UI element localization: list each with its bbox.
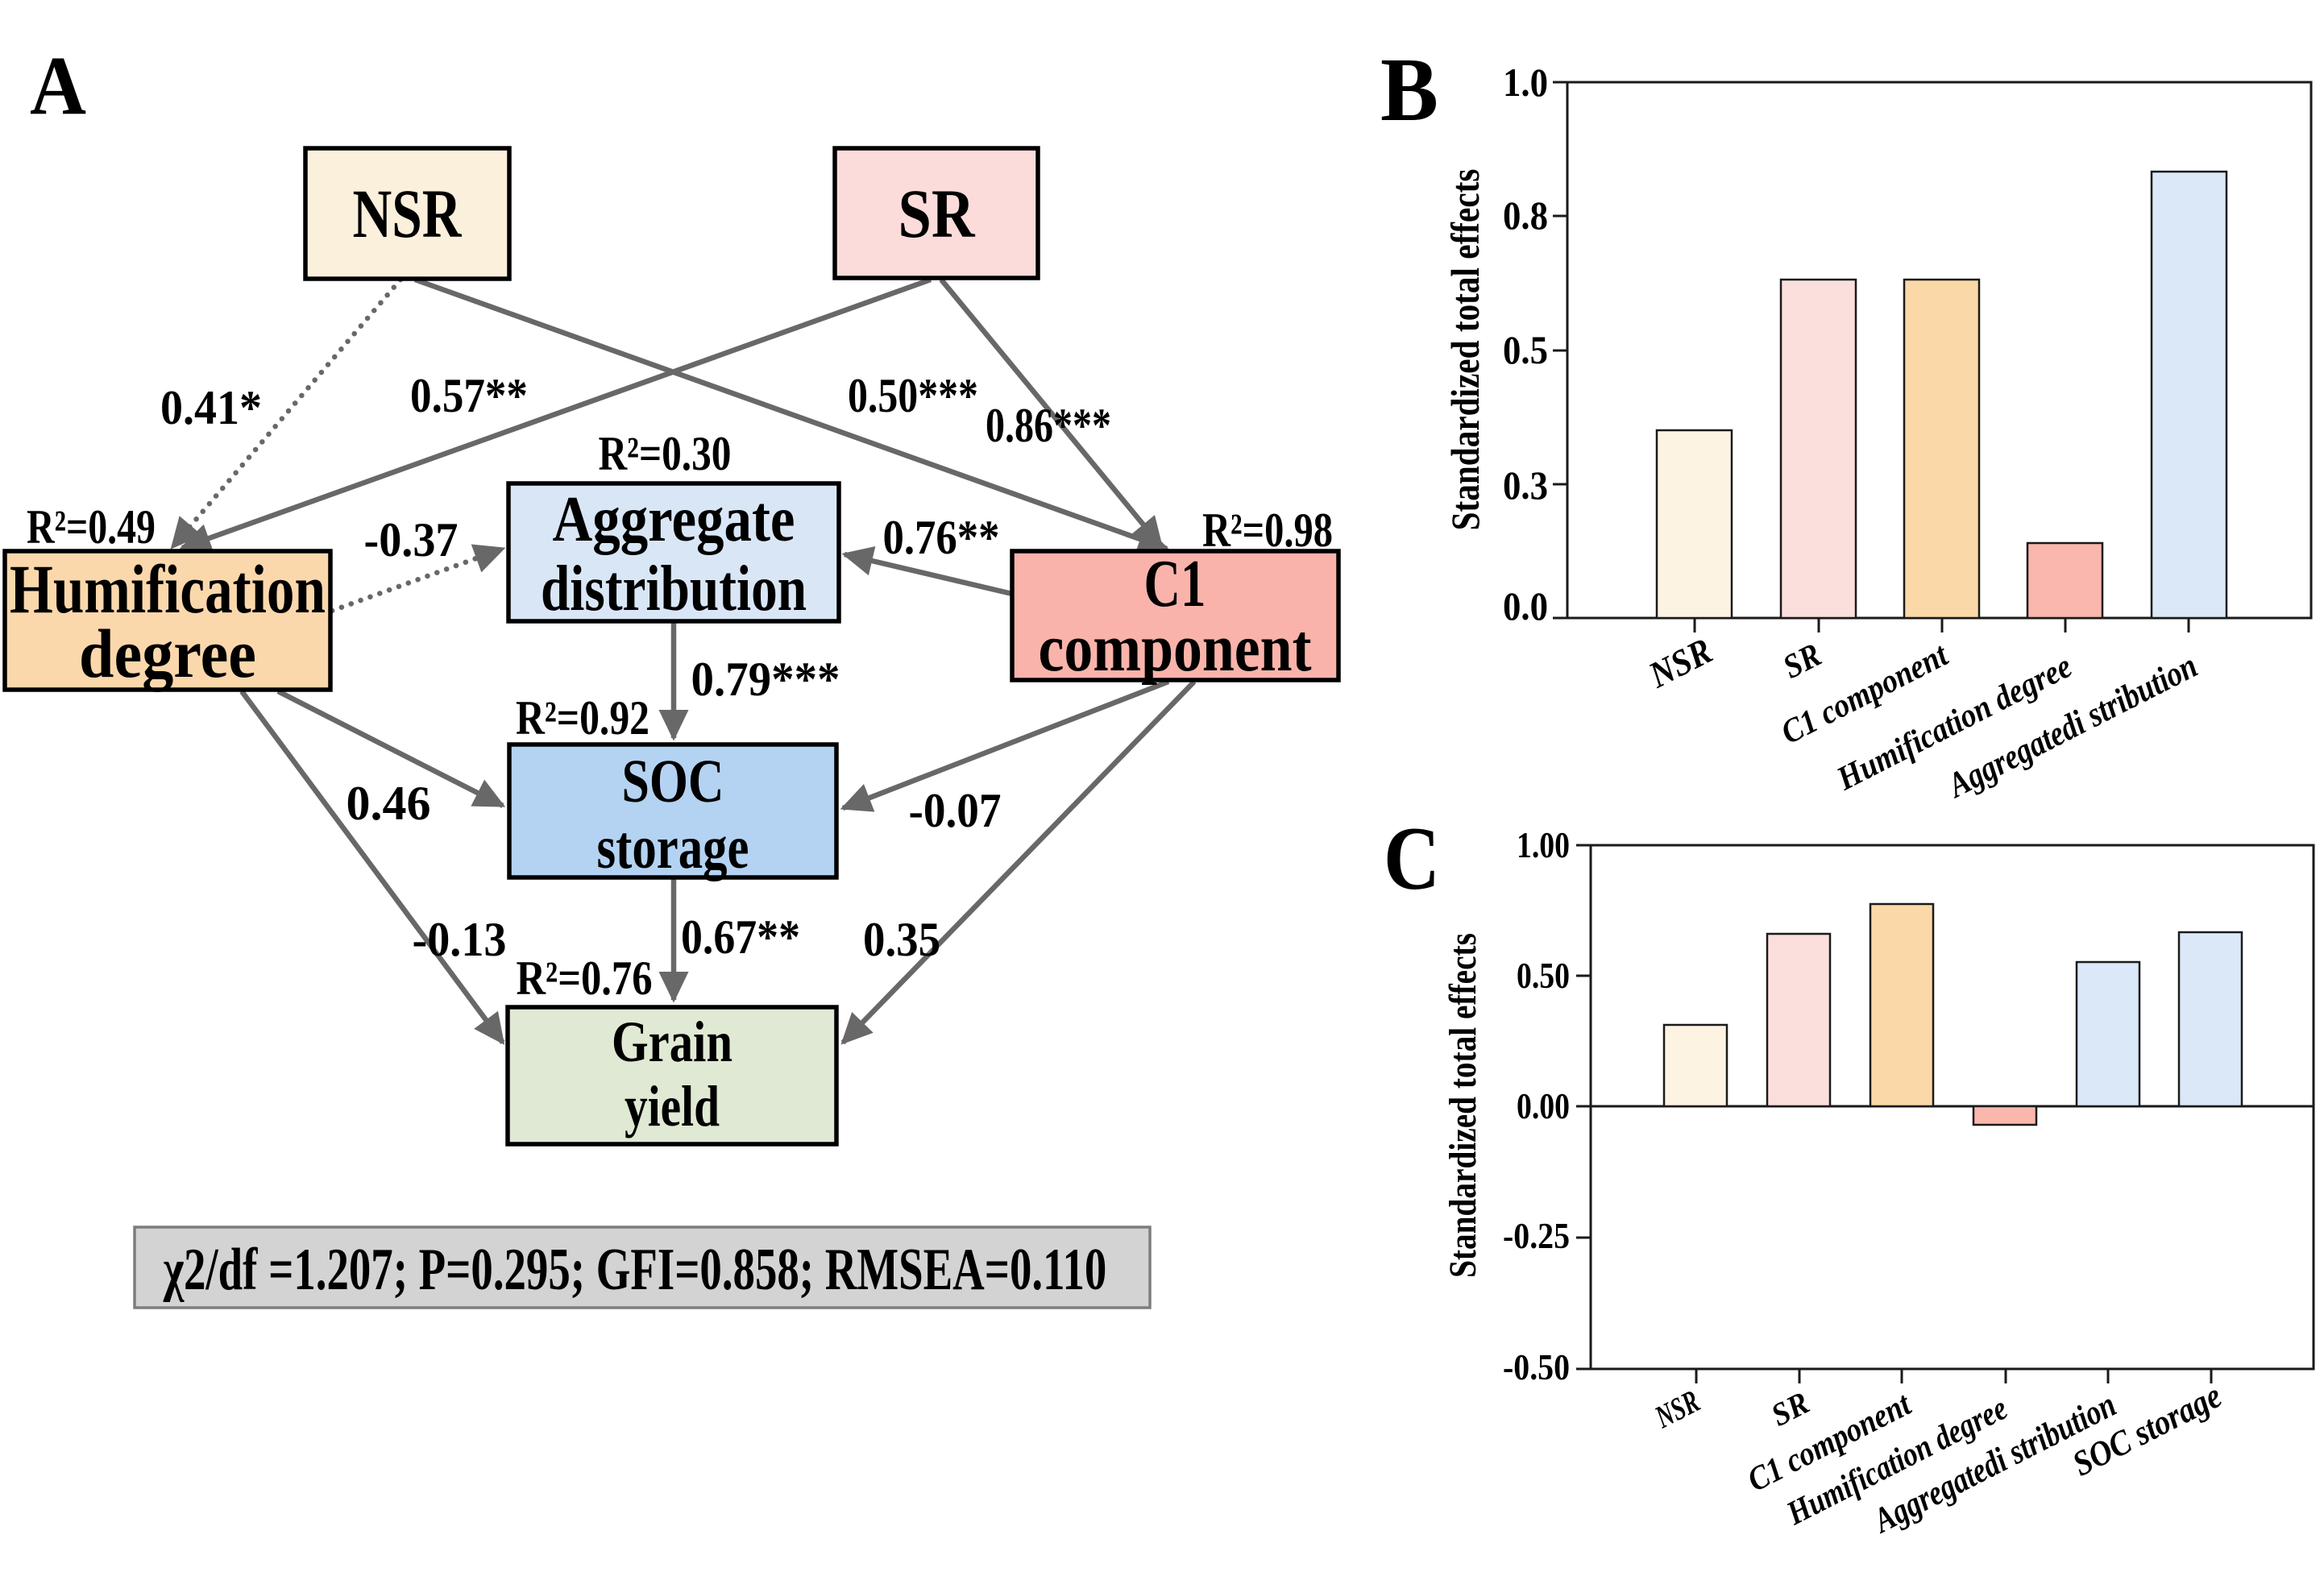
- svg-text:1.00: 1.00: [1517, 826, 1570, 866]
- svg-text:1.0: 1.0: [1503, 61, 1548, 106]
- svg-text:C1: C1: [1144, 546, 1206, 621]
- svg-text:-0.07: -0.07: [909, 785, 1002, 838]
- svg-text:0.79***: 0.79***: [691, 653, 840, 707]
- svg-text:yield: yield: [625, 1075, 720, 1139]
- svg-text:0.67**: 0.67**: [681, 910, 800, 964]
- svg-text:Aggregate: Aggregate: [553, 483, 795, 555]
- svg-text:-0.25: -0.25: [1503, 1216, 1570, 1256]
- svg-text:storage: storage: [597, 814, 749, 881]
- svg-text:Humification: Humification: [10, 550, 326, 628]
- svg-text:R²=0.92: R²=0.92: [516, 691, 649, 744]
- svg-text:0.00: 0.00: [1517, 1087, 1570, 1127]
- svg-text:0.86***: 0.86***: [986, 399, 1111, 452]
- svg-text:A: A: [30, 39, 86, 132]
- svg-text:0.0: 0.0: [1503, 585, 1548, 629]
- svg-text:0.46: 0.46: [347, 777, 431, 830]
- svg-text:SR: SR: [898, 176, 976, 252]
- svg-text:-0.13: -0.13: [413, 912, 507, 966]
- svg-text:degree: degree: [79, 616, 256, 692]
- svg-text:χ2/df =1.207; P=0.295; GFI=0.8: χ2/df =1.207; P=0.295; GFI=0.858; RMSEA=…: [163, 1237, 1106, 1303]
- svg-text:R²=0.49: R²=0.49: [27, 500, 156, 554]
- svg-text:C: C: [1384, 809, 1440, 909]
- svg-text:0.5: 0.5: [1503, 329, 1548, 373]
- svg-text:Grain: Grain: [612, 1010, 732, 1074]
- svg-text:0.8: 0.8: [1503, 194, 1548, 238]
- svg-text:0.41*: 0.41*: [160, 380, 262, 434]
- svg-text:Standardized total effects: Standardized total effects: [1442, 169, 1488, 531]
- svg-text:R²=0.98: R²=0.98: [1202, 503, 1333, 557]
- svg-text:0.3: 0.3: [1503, 464, 1548, 508]
- svg-text:-0.37: -0.37: [364, 512, 459, 566]
- svg-text:0.57**: 0.57**: [410, 370, 528, 423]
- svg-text:Standardized total effects: Standardized total effects: [1442, 933, 1484, 1278]
- svg-text:0.35: 0.35: [863, 914, 940, 967]
- svg-text:0.50: 0.50: [1517, 956, 1570, 997]
- svg-text:SOC: SOC: [622, 747, 724, 815]
- svg-text:distribution: distribution: [541, 553, 807, 624]
- svg-text:-0.50: -0.50: [1503, 1347, 1570, 1387]
- svg-text:B: B: [1380, 39, 1438, 139]
- svg-text:NSR: NSR: [353, 175, 463, 252]
- svg-text:0.76**: 0.76**: [883, 512, 1000, 565]
- svg-text:component: component: [1039, 610, 1312, 686]
- svg-text:R²=0.76: R²=0.76: [517, 952, 653, 1006]
- svg-text:R²=0.30: R²=0.30: [599, 426, 732, 480]
- svg-text:0.50***: 0.50***: [848, 369, 978, 422]
